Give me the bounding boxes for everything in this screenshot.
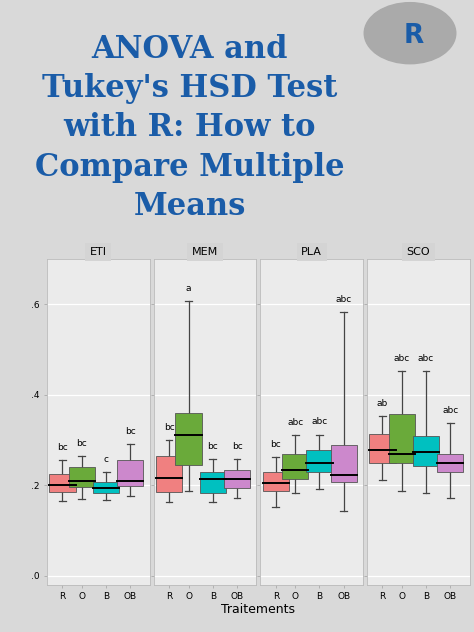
Bar [224, 470, 250, 489]
Bar [437, 454, 464, 473]
Text: ab: ab [377, 399, 388, 408]
Bar [93, 482, 119, 494]
Bar [330, 446, 357, 482]
Bar [69, 467, 95, 487]
Text: abc: abc [311, 417, 328, 427]
Text: abc: abc [418, 354, 434, 363]
Text: ANOVA and
Tukey's HSD Test
with R: How to
Compare Multiple
Means: ANOVA and Tukey's HSD Test with R: How t… [35, 33, 345, 222]
Text: bc: bc [76, 439, 87, 447]
Bar [369, 434, 395, 463]
Bar [306, 450, 333, 473]
Text: abc: abc [394, 354, 410, 363]
Text: abc: abc [336, 295, 352, 305]
Circle shape [364, 3, 456, 64]
Text: bc: bc [164, 423, 174, 432]
Text: abc: abc [442, 406, 458, 415]
Bar [49, 474, 75, 492]
Bar [117, 460, 144, 486]
Bar [413, 436, 439, 466]
Text: abc: abc [287, 418, 303, 427]
Text: a: a [186, 284, 191, 293]
Title: ETI: ETI [90, 247, 107, 257]
Bar [282, 454, 308, 479]
Text: bc: bc [57, 443, 68, 452]
Title: PLA: PLA [301, 247, 322, 257]
Text: R: R [404, 23, 424, 49]
Bar [156, 456, 182, 492]
Text: bc: bc [208, 442, 218, 451]
Bar [389, 414, 415, 463]
Text: Traitements: Traitements [221, 603, 295, 616]
Bar [200, 473, 226, 493]
Bar [175, 413, 201, 465]
Text: bc: bc [125, 427, 136, 436]
Title: SCO: SCO [407, 247, 430, 257]
Text: c: c [104, 455, 109, 465]
Title: MEM: MEM [192, 247, 218, 257]
Text: bc: bc [232, 442, 242, 451]
Text: bc: bc [270, 440, 281, 449]
Bar [263, 473, 289, 492]
